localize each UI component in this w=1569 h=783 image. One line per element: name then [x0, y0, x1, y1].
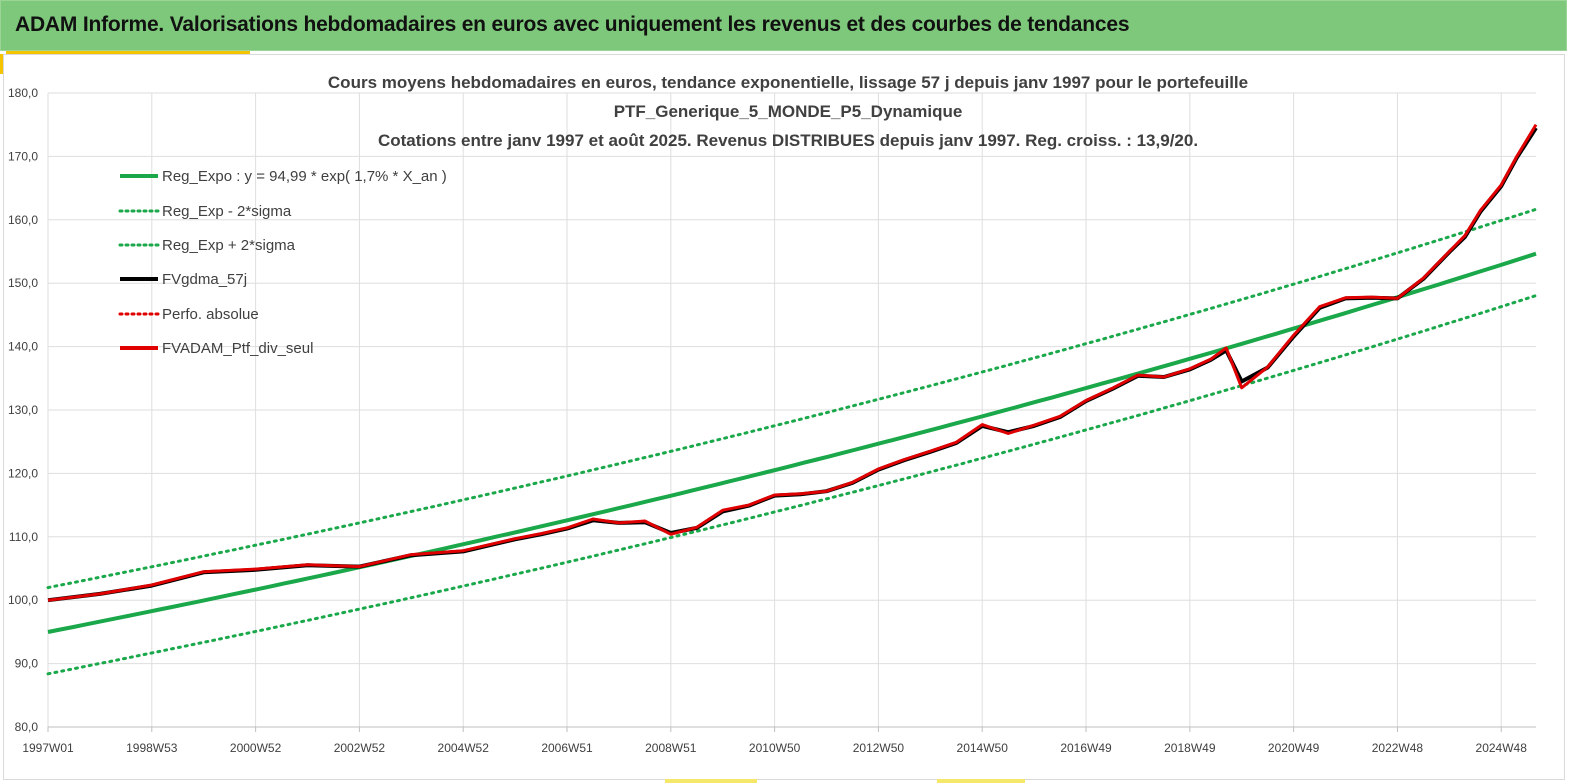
legend-label: Reg_Exp - 2*sigma — [162, 203, 292, 220]
y-tick-label: 90,0 — [15, 657, 39, 671]
x-tick-label: 2000W52 — [230, 741, 282, 755]
chart-title-line: PTF_Generique_5_MONDE_P5_Dynamique — [614, 102, 963, 121]
y-tick-label: 150,0 — [8, 276, 38, 290]
left-accent-line — [0, 54, 3, 74]
y-tick-label: 140,0 — [8, 340, 38, 354]
series-reg-minus-2sigma — [46, 294, 1538, 676]
legend-label: FVgdma_57j — [162, 271, 247, 288]
y-tick-label: 100,0 — [8, 593, 38, 607]
bottom-accent-2 — [937, 779, 1025, 783]
x-tick-label: 2002W52 — [334, 741, 386, 755]
series-reg-expo — [47, 251, 1537, 634]
x-tick-label: 2010W50 — [749, 741, 801, 755]
chart-title: Cours moyens hebdomadaires en euros, ten… — [328, 73, 1248, 150]
x-tick-label: 2024W48 — [1476, 741, 1528, 755]
series-reg-plus-2sigma — [46, 207, 1538, 590]
y-tick-label: 130,0 — [8, 403, 38, 417]
x-tick-label: 2008W51 — [645, 741, 697, 755]
chart-grid — [47, 92, 1536, 732]
x-tick-label: 2020W49 — [1268, 741, 1320, 755]
axis-ticks: 80,0 90,0 100,0 110,0 120,0 130,0 140,0 150,0 16… — [8, 86, 1527, 755]
x-tick-label: 2014W50 — [957, 741, 1009, 755]
header-title: ADAM Informe. Valorisations hebdomadaire… — [15, 13, 1130, 36]
x-tick-label: 2004W52 — [438, 741, 490, 755]
y-tick-label: 80,0 — [15, 720, 39, 734]
chart-title-line: Cours moyens hebdomadaires en euros, ten… — [328, 73, 1248, 92]
chart-frame — [3, 54, 1565, 780]
x-tick-label: 1998W53 — [126, 741, 178, 755]
legend-label: Reg_Expo : y = 94,99 * exp( 1,7% * X_an … — [162, 168, 447, 185]
y-tick-label: 160,0 — [8, 213, 38, 227]
series-fvadam-ptf — [47, 123, 1538, 602]
bottom-accent-1 — [665, 779, 757, 783]
header-accent-line — [6, 51, 250, 54]
header-banner: ADAM Informe. Valorisations hebdomadaire… — [0, 0, 1567, 51]
x-tick-label: 1997W01 — [22, 741, 74, 755]
legend-label: FVADAM_Ptf_div_seul — [162, 340, 313, 357]
x-tick-label: 2018W49 — [1164, 741, 1216, 755]
chart-title-line: Cotations entre janv 1997 et août 2025. … — [378, 131, 1198, 150]
legend-label: Reg_Exp + 2*sigma — [162, 237, 296, 254]
x-tick-label: 2012W50 — [853, 741, 905, 755]
x-tick-label: 2022W48 — [1372, 741, 1424, 755]
y-tick-label: 170,0 — [8, 149, 38, 163]
x-tick-label: 2016W49 — [1060, 741, 1112, 755]
legend-label: Perfo. absolue — [162, 306, 259, 323]
y-tick-label: 120,0 — [8, 466, 38, 480]
legend: Reg_Expo : y = 94,99 * exp( 1,7% * X_an … — [118, 168, 447, 357]
series-lines — [46, 123, 1538, 676]
y-tick-label: 180,0 — [8, 86, 38, 100]
y-tick-label: 110,0 — [9, 530, 38, 544]
x-tick-label: 2006W51 — [541, 741, 593, 755]
